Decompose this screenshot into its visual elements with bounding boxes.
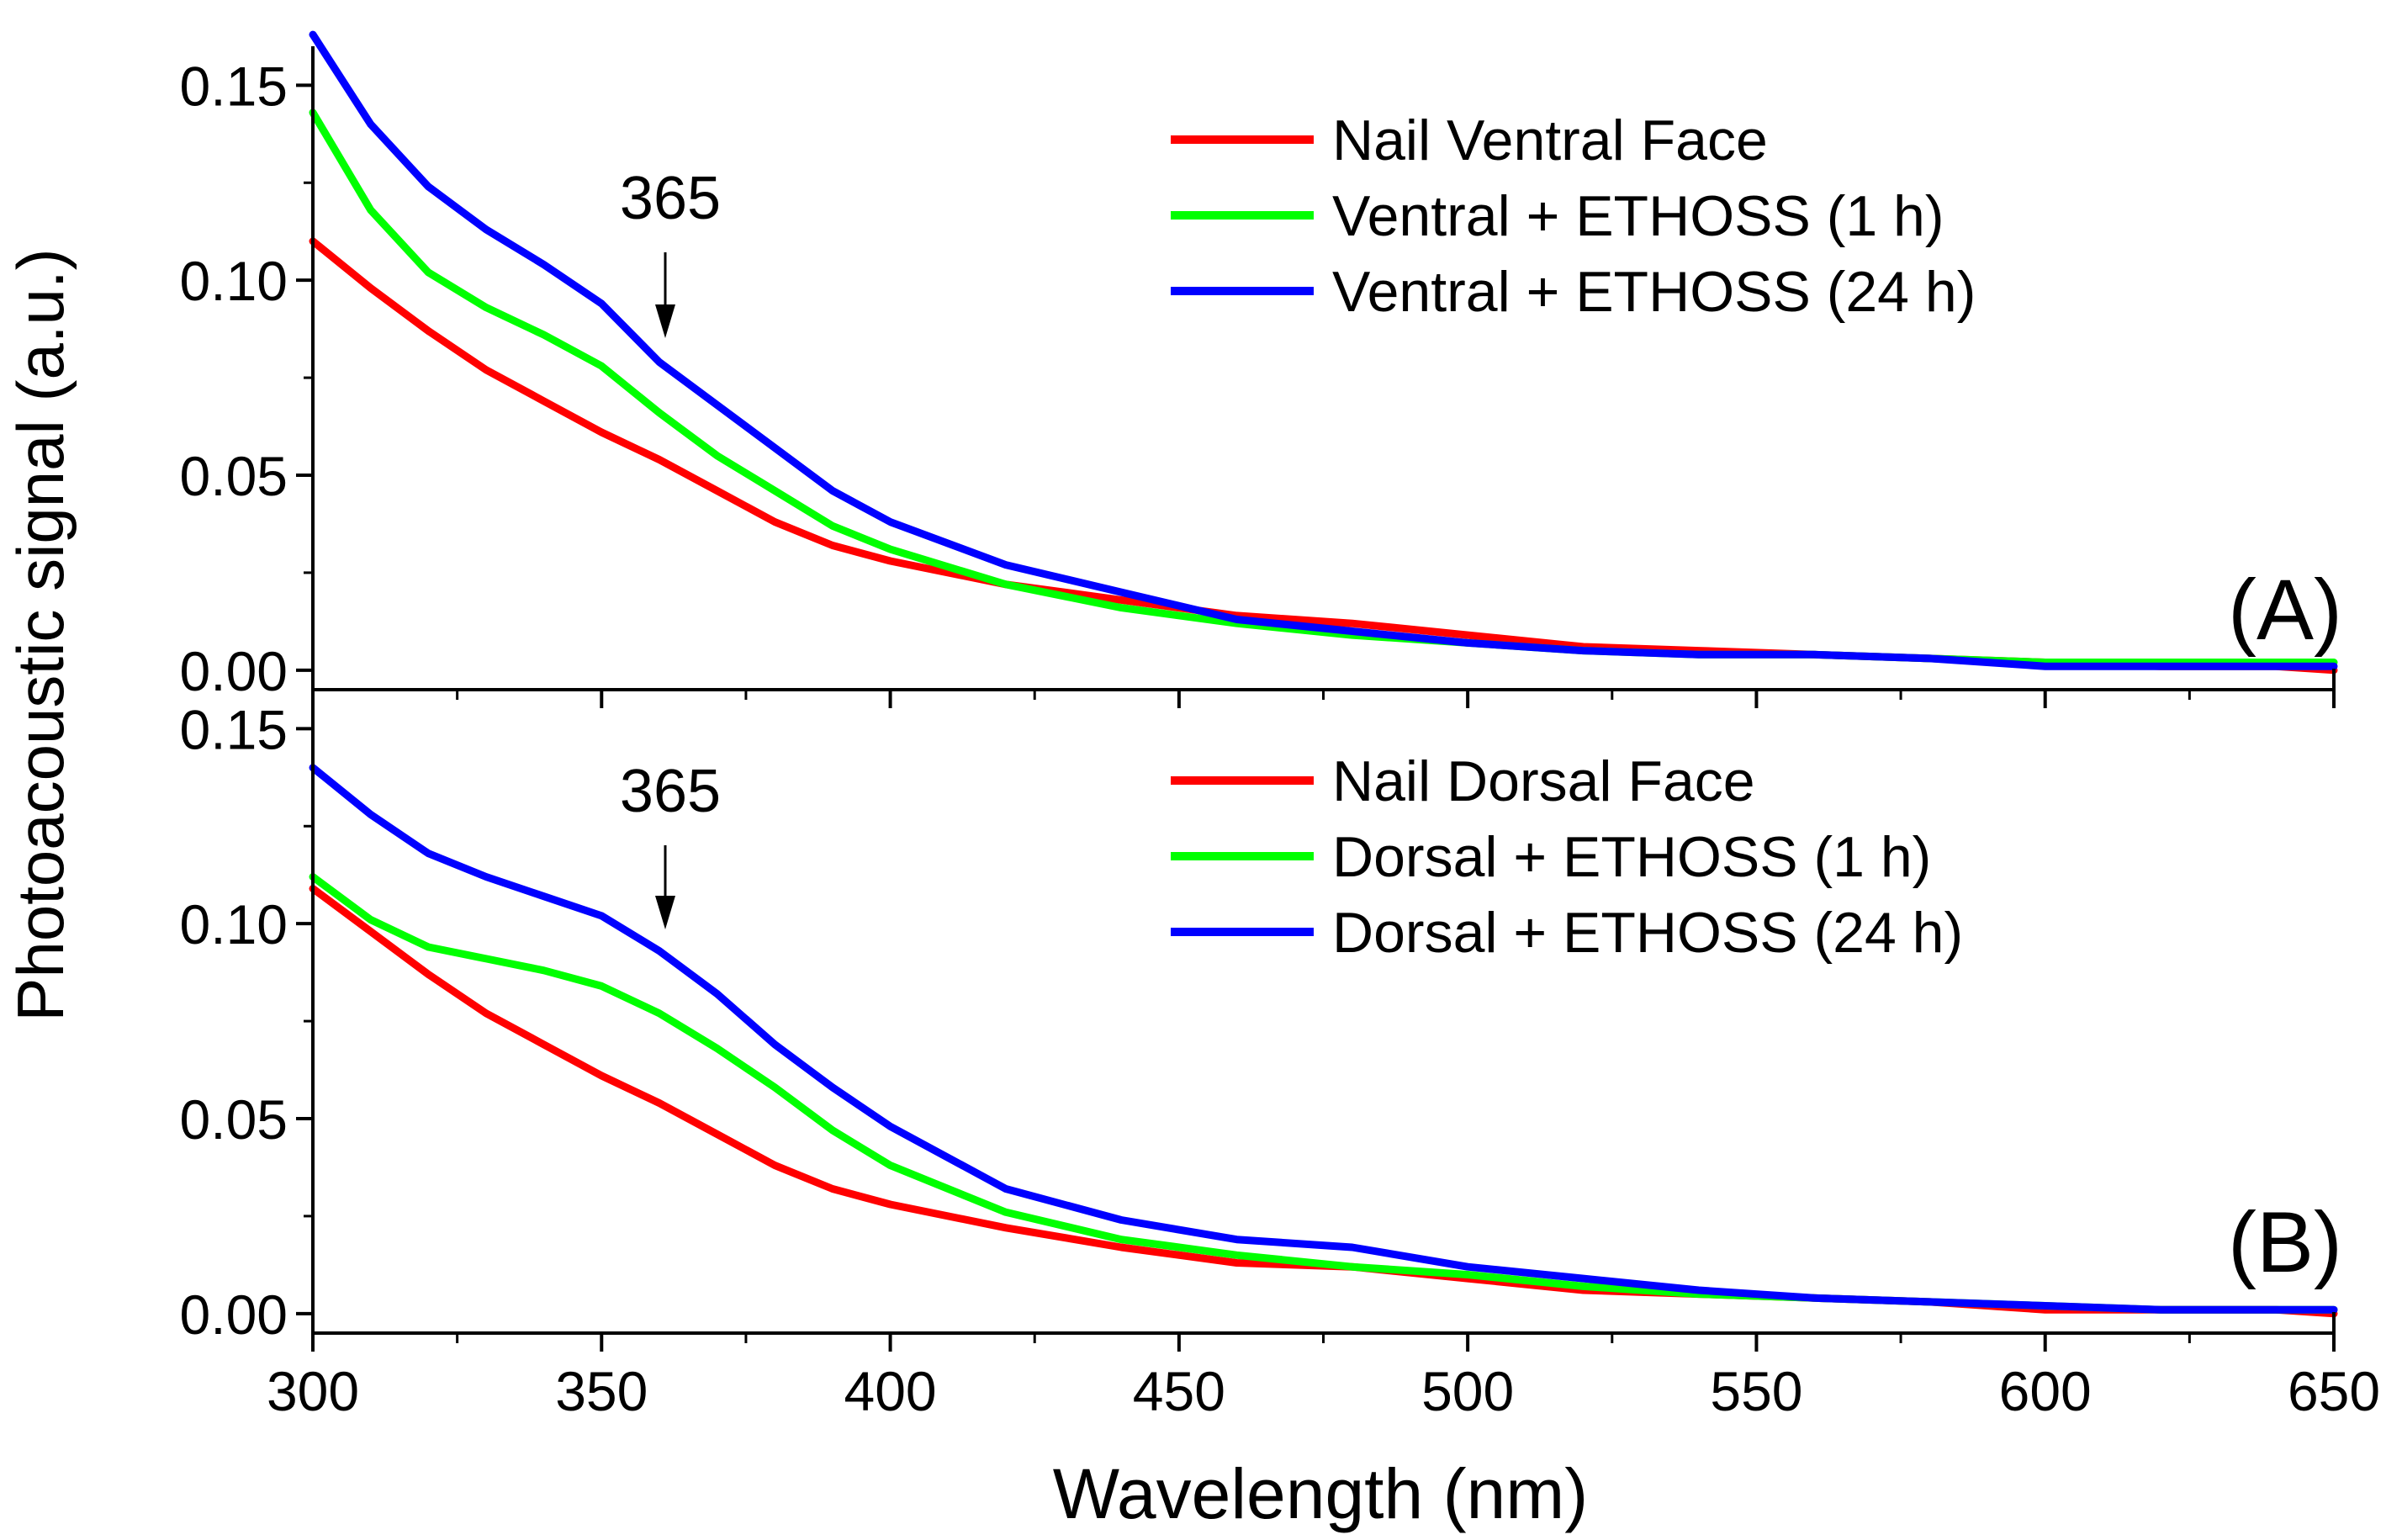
panel-a-ytick-label: 0.00	[180, 640, 288, 702]
panel-a-series-line-3	[309, 30, 2338, 670]
panel-a-annotation-label: 365	[620, 165, 721, 232]
x-tick-label: 600	[1999, 1360, 2092, 1422]
panel-a-ytick-label: 0.05	[180, 445, 288, 507]
x-tick-label: 550	[1710, 1360, 1802, 1422]
panel-b-series	[309, 764, 2338, 1318]
panel-a-ytick-label: 0.15	[180, 55, 288, 117]
panel-b-annotation-label: 365	[620, 758, 721, 825]
panel-b-ytick-label: 0.00	[180, 1283, 288, 1346]
panel-b-ytick-label: 0.15	[180, 698, 288, 760]
panel-a-annotation: 365	[620, 165, 721, 338]
panel-a-annotation-arrowhead	[655, 304, 675, 338]
y-axis-title: Photoacoustic signal (a.u.)	[3, 248, 77, 1021]
panel-a-legend-label-2: Ventral + ETHOSS (1 h)	[1332, 184, 1944, 248]
panel-b: 0.00 0.05 0.10 0.15 300 350 400 450 500 550 600 65…	[180, 690, 2380, 1422]
x-tick-label: 450	[1133, 1360, 1225, 1422]
panel-b-legend-label-3: Dorsal + ETHOSS (24 h)	[1332, 901, 1963, 965]
panel-b-annotation-arrowhead	[655, 896, 675, 929]
panel-b-legend-label-1: Nail Dorsal Face	[1332, 749, 1755, 813]
panel-a-xticks	[311, 690, 2336, 708]
x-tick-label: 650	[2288, 1360, 2380, 1422]
x-axis-title: Wavelength (nm)	[1053, 1454, 1588, 1533]
panel-b-annotation: 365	[620, 758, 721, 929]
panel-a-ytick-label: 0.10	[180, 250, 288, 312]
panel-a-yticks: 0.00 0.05 0.10 0.15	[180, 55, 313, 702]
panel-a-series-line-2	[309, 108, 2338, 666]
panel-b-legend-label-2: Dorsal + ETHOSS (1 h)	[1332, 825, 1931, 889]
panel-a-legend-label-1: Nail Ventral Face	[1332, 108, 1768, 172]
x-tick-label: 350	[555, 1360, 648, 1422]
panel-b-ytick-label: 0.05	[180, 1088, 288, 1151]
x-tick-label: 400	[844, 1360, 937, 1422]
x-tick-label: 500	[1421, 1360, 1514, 1422]
panel-a-legend-label-3: Ventral + ETHOSS (24 h)	[1332, 260, 1976, 324]
panel-a: 0.00 0.05 0.10 0.15 365 Nail Ventral Face V…	[180, 30, 2342, 708]
panel-b-yticks: 0.00 0.05 0.10 0.15	[180, 698, 313, 1346]
panel-a-label: (A)	[2228, 562, 2342, 658]
panel-b-legend: Nail Dorsal Face Dorsal + ETHOSS (1 h) D…	[1171, 749, 1963, 965]
panel-a-axes	[311, 46, 2336, 691]
panel-b-series-line-1	[309, 885, 2338, 1318]
panel-b-series-line-3	[309, 764, 2338, 1314]
panel-b-ytick-label: 0.10	[180, 893, 288, 955]
panel-b-xticks: 300 350 400 450 500 550 600 650	[267, 1333, 2380, 1422]
panel-a-series-line-1	[309, 237, 2338, 675]
panel-a-series	[309, 30, 2338, 675]
panel-a-legend: Nail Ventral Face Ventral + ETHOSS (1 h)…	[1171, 108, 1976, 324]
panel-b-label: (B)	[2228, 1194, 2342, 1290]
x-tick-label: 300	[267, 1360, 359, 1422]
panel-b-axes	[311, 690, 2336, 1335]
